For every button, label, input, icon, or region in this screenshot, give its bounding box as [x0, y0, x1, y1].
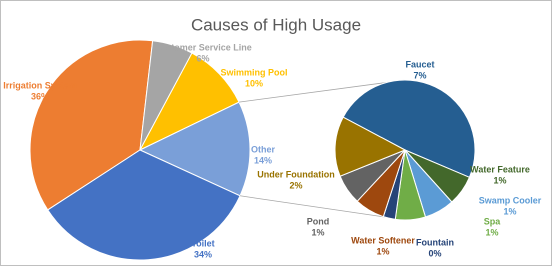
slice-label-name: Swamp Cooler	[479, 195, 542, 205]
pie-slice	[29, 39, 154, 211]
pie-slice	[138, 101, 251, 197]
slice-label-value: 36%	[31, 91, 49, 101]
slice-label-name: Water Feature	[470, 164, 530, 174]
slice-label-value: 10%	[245, 78, 263, 88]
slice-label-name: Fountain	[416, 237, 454, 247]
connector-line	[238, 79, 406, 103]
slice-label-value: 0%	[428, 248, 441, 258]
slice-label-value: 1%	[311, 227, 324, 237]
slice-label-name: Faucet	[405, 59, 434, 69]
slice-label-name: Irrigation System	[3, 80, 77, 90]
slice-label-value: 34%	[194, 249, 212, 259]
slice-label-value: 7%	[413, 70, 426, 80]
chart-title: Causes of High Usage	[191, 15, 361, 34]
pie-slice	[47, 149, 241, 261]
slice-label-name: Under Foundation	[257, 169, 335, 179]
slice-label-value: 1%	[493, 175, 506, 185]
slice-label-name: Toilet	[191, 238, 214, 248]
slice-label-name: Swimming Pool	[220, 67, 287, 77]
slice-label-value: 14%	[254, 155, 272, 165]
slice-label-value: 6%	[196, 53, 209, 63]
pie-slice	[334, 116, 407, 177]
slice-label-name: Water Softener	[351, 235, 415, 245]
slice-label-name: Spa	[484, 216, 502, 226]
slice-label-value: 1%	[376, 246, 389, 256]
slice-label-value: 2%	[289, 180, 302, 190]
slice-label-name: Pond	[307, 216, 330, 226]
slice-label-value: 1%	[503, 206, 516, 216]
pie-slice	[342, 79, 476, 179]
connector-line	[239, 195, 406, 221]
slice-label-value: 1%	[485, 227, 498, 237]
slice-label-name: Other	[251, 144, 276, 154]
slice-label-name: Customer Service Line	[154, 42, 252, 52]
